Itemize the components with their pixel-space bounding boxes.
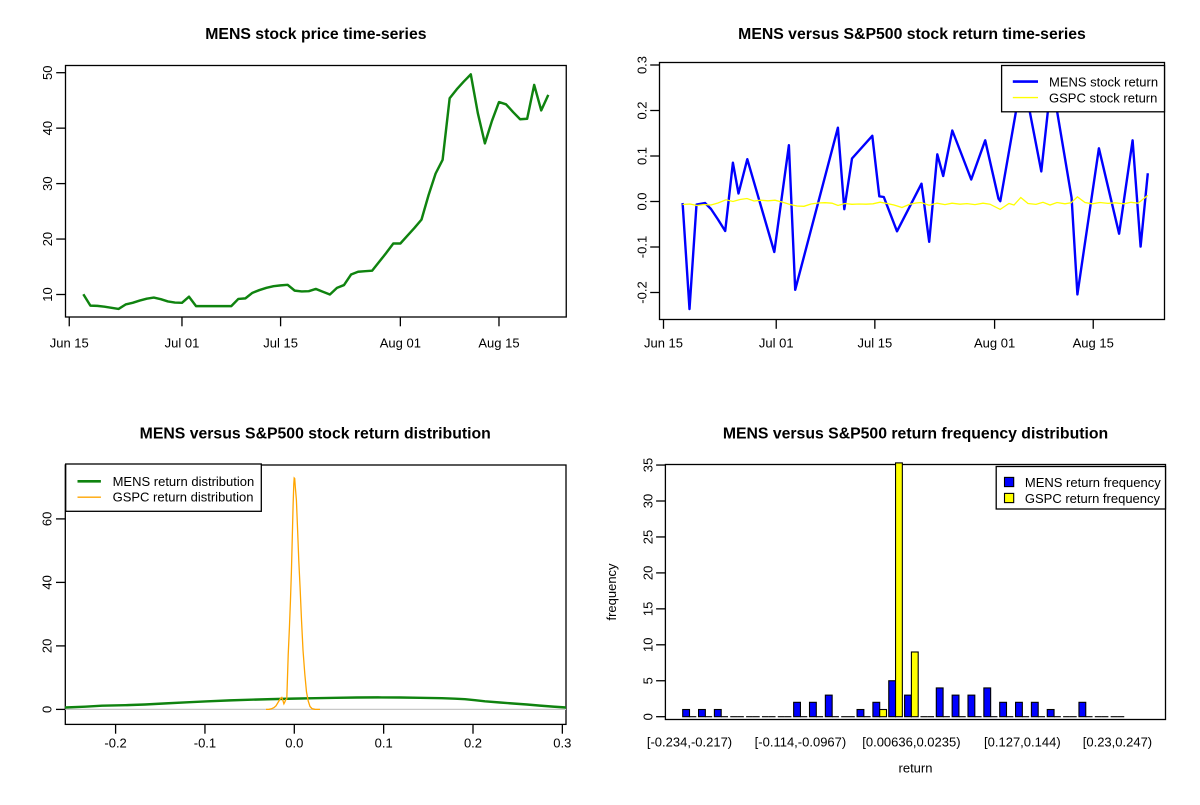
svg-text:MENS stock price time-series: MENS stock price time-series	[205, 26, 426, 43]
svg-text:60: 60	[40, 512, 55, 526]
svg-text:MENS stock return: MENS stock return	[1049, 75, 1158, 90]
svg-text:Jun 15: Jun 15	[644, 336, 683, 351]
svg-text:30: 30	[640, 494, 655, 508]
svg-text:20: 20	[640, 566, 655, 580]
svg-text:35: 35	[640, 458, 655, 472]
svg-text:MENS versus S&P500 return freq: MENS versus S&P500 return frequency dist…	[723, 426, 1108, 443]
svg-text:[0.00636,0.0235): [0.00636,0.0235)	[862, 735, 960, 750]
svg-text:Jul 15: Jul 15	[857, 336, 892, 351]
svg-text:0.2: 0.2	[464, 736, 482, 751]
svg-text:GSPC return frequency: GSPC return frequency	[1025, 491, 1161, 506]
svg-text:0.2: 0.2	[635, 101, 650, 119]
svg-text:15: 15	[640, 602, 655, 616]
svg-text:20: 20	[40, 232, 55, 246]
svg-text:[-0.234,-0.217): [-0.234,-0.217)	[647, 735, 732, 750]
svg-text:GSPC stock return: GSPC stock return	[1049, 91, 1157, 106]
svg-text:MENS return distribution: MENS return distribution	[113, 474, 255, 489]
svg-text:Jun 15: Jun 15	[50, 336, 89, 351]
svg-text:-0.1: -0.1	[635, 236, 650, 258]
svg-text:[-0.114,-0.0967): [-0.114,-0.0967)	[755, 735, 847, 750]
svg-text:40: 40	[40, 121, 55, 135]
svg-text:[0.127,0.144): [0.127,0.144)	[984, 735, 1061, 750]
svg-text:MENS versus S&P500 stock retur: MENS versus S&P500 stock return time-ser…	[738, 26, 1086, 43]
svg-text:25: 25	[640, 530, 655, 544]
svg-text:Aug 15: Aug 15	[1073, 336, 1114, 351]
svg-text:Jul 01: Jul 01	[165, 336, 200, 351]
svg-text:Aug 15: Aug 15	[478, 336, 519, 351]
svg-text:10: 10	[40, 287, 55, 301]
svg-text:[0.23,0.247): [0.23,0.247)	[1083, 735, 1152, 750]
svg-text:0: 0	[640, 713, 655, 720]
svg-text:20: 20	[40, 639, 55, 653]
svg-text:10: 10	[640, 638, 655, 652]
svg-text:frequency: frequency	[604, 563, 619, 621]
svg-text:0.3: 0.3	[635, 56, 650, 74]
svg-text:0.1: 0.1	[375, 736, 393, 751]
svg-text:0.0: 0.0	[285, 736, 303, 751]
svg-text:0.0: 0.0	[635, 192, 650, 210]
svg-text:-0.1: -0.1	[194, 736, 216, 751]
svg-text:Aug 01: Aug 01	[974, 336, 1015, 351]
svg-text:Jul 01: Jul 01	[759, 336, 794, 351]
svg-text:5: 5	[640, 677, 655, 684]
svg-text:GSPC return distribution: GSPC return distribution	[113, 490, 254, 505]
svg-text:50: 50	[40, 65, 55, 79]
svg-text:Jul 15: Jul 15	[263, 336, 298, 351]
svg-text:0: 0	[40, 706, 55, 713]
svg-text:-0.2: -0.2	[104, 736, 126, 751]
svg-text:Aug 01: Aug 01	[380, 336, 421, 351]
svg-text:MENS versus S&P500 stock retur: MENS versus S&P500 stock return distribu…	[140, 426, 491, 443]
svg-text:40: 40	[40, 575, 55, 589]
svg-text:-0.2: -0.2	[635, 281, 650, 303]
svg-text:MENS return frequency: MENS return frequency	[1025, 475, 1161, 490]
svg-text:30: 30	[40, 176, 55, 190]
svg-text:0.1: 0.1	[635, 147, 650, 165]
svg-text:return: return	[899, 761, 933, 776]
svg-text:0.3: 0.3	[553, 736, 571, 751]
